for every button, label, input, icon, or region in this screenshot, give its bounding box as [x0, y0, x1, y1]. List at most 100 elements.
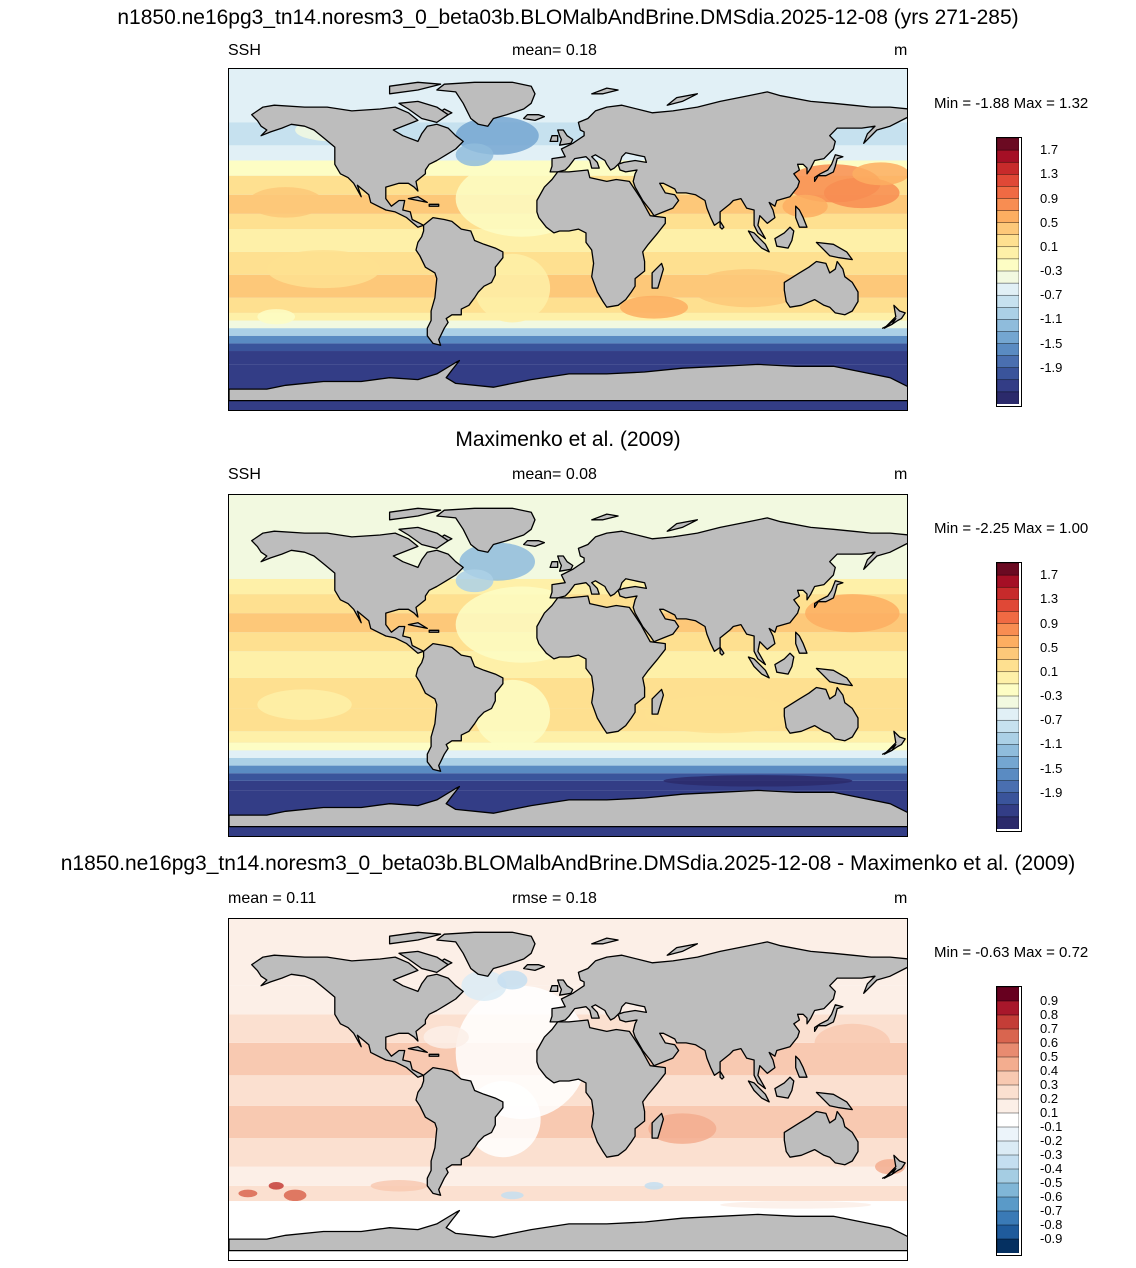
- ssh-anomaly-3: [497, 970, 528, 990]
- colorbar-tick-label: 0.9: [1040, 190, 1059, 206]
- panel2-variable: SSH: [228, 466, 261, 483]
- colorbar-swatch-9: [997, 671, 1019, 685]
- land-baffin: [398, 526, 449, 550]
- land-africa: [536, 595, 666, 734]
- colorbar-swatch-13: [997, 294, 1019, 308]
- colorbar-swatch-21: [997, 816, 1019, 829]
- land-sumatra: [747, 230, 770, 253]
- colorbar-swatch-15: [997, 1196, 1019, 1212]
- colorbar-tick-label: -0.7: [1040, 712, 1063, 728]
- land-svalbard: [591, 937, 619, 945]
- colorbar-swatch-16: [997, 756, 1019, 770]
- ssh-band-3: [229, 335, 907, 344]
- colorbar-swatch-7: [997, 222, 1019, 236]
- colorbar-swatch-18: [997, 355, 1019, 369]
- land-cuba: [407, 196, 428, 204]
- land-south-america: [415, 642, 504, 772]
- land-ireland: [549, 985, 559, 993]
- ssh-anomaly-4: [805, 594, 900, 633]
- colorbar-tick-label: -1.5: [1040, 335, 1063, 351]
- ssh-band-9: [229, 251, 907, 275]
- colorbar-swatch-18: [997, 780, 1019, 794]
- colorbar-swatch-10: [997, 683, 1019, 697]
- land-greenland: [436, 81, 536, 127]
- land-novaya-zemlya: [666, 519, 699, 532]
- panel1-mean: mean= 0.18: [512, 42, 597, 59]
- ssh-band-5: [229, 320, 907, 329]
- land-sri-lanka: [719, 1070, 725, 1080]
- panel2-mean: mean= 0.08: [512, 466, 597, 483]
- ssh-anomaly-11: [620, 295, 688, 319]
- panel1-variable: SSH: [228, 42, 261, 59]
- panel3-minmax: Min = -0.63 Max = 0.72: [934, 944, 1089, 961]
- ssh-anomaly-7: [782, 194, 828, 218]
- colorbar-tick-label: 1.7: [1040, 567, 1059, 583]
- ssh-band-3: [229, 765, 907, 774]
- ssh-band-6: [229, 742, 907, 751]
- ssh-band-1: [229, 780, 907, 791]
- colorbar-swatch-20: [997, 379, 1019, 393]
- land-philippines: [795, 1055, 808, 1078]
- colorbar-swatch-15: [997, 744, 1019, 758]
- colorbar-swatch-13: [997, 719, 1019, 733]
- land-philippines: [795, 205, 808, 228]
- panel1-minmax: Min = -1.88 Max = 1.32: [934, 95, 1089, 112]
- colorbar-swatch-4: [997, 186, 1019, 200]
- land-japan: [813, 154, 844, 183]
- land-baffin: [398, 100, 449, 124]
- ssh-anomaly-2: [461, 970, 507, 1001]
- ssh-anomaly-1: [455, 143, 494, 167]
- colorbar-swatch-17: [997, 1224, 1019, 1240]
- colorbar-swatch-4: [997, 1042, 1019, 1058]
- colorbar-swatch-17: [997, 343, 1019, 357]
- land-novaya-zemlya: [666, 93, 699, 106]
- land-north-america: [251, 954, 464, 1078]
- colorbar-tick-label: 0.6: [1040, 1035, 1059, 1050]
- land-sri-lanka: [719, 220, 725, 230]
- panel3-rmse: rmse = 0.18: [512, 890, 597, 907]
- map-svg: [229, 495, 907, 836]
- land-madagascar: [651, 688, 665, 715]
- colorbar-swatch-7: [997, 647, 1019, 661]
- panel2-map: [228, 494, 908, 837]
- colorbar-swatch-2: [997, 161, 1019, 175]
- colorbar-swatch-7: [997, 1084, 1019, 1100]
- colorbar-swatch-3: [997, 599, 1019, 613]
- land-ireland: [549, 561, 559, 569]
- land-north-america: [251, 104, 464, 228]
- colorbar-tick-label: 0.5: [1040, 1049, 1059, 1064]
- colorbar-swatch-14: [997, 1182, 1019, 1198]
- land-new-zealand-south: [881, 1167, 897, 1179]
- colorbar-tick-label: 0.1: [1040, 238, 1059, 254]
- colorbar-swatch-18: [997, 1238, 1019, 1253]
- ssh-anomaly-14: [720, 1201, 872, 1209]
- main-title: n1850.ne16pg3_tn14.noresm3_0_beta03b.BLO…: [117, 6, 1019, 29]
- land-hispaniola: [428, 203, 440, 207]
- colorbar-swatch-5: [997, 623, 1019, 637]
- land-great-britain: [557, 129, 574, 146]
- colorbar-swatch-2: [997, 586, 1019, 600]
- colorbar-swatch-10: [997, 1126, 1019, 1142]
- ssh-anomaly-5: [283, 1189, 307, 1202]
- colorbar-tick-label: -1.5: [1040, 760, 1063, 776]
- land-new-guinea: [815, 667, 853, 687]
- land-new-guinea: [815, 1091, 853, 1111]
- ssh-band-6: [229, 312, 907, 321]
- colorbar-tick-label: -1.9: [1040, 359, 1063, 375]
- colorbar-swatch-21: [997, 391, 1019, 404]
- colorbar-swatch-5: [997, 198, 1019, 212]
- panel2-colorbar: [996, 562, 1022, 832]
- land-new-zealand-south: [881, 317, 897, 329]
- land-africa: [536, 169, 666, 308]
- colorbar-tick-label: -0.3: [1040, 688, 1063, 703]
- panel3-map: [228, 918, 908, 1261]
- panel1-map: [228, 68, 908, 411]
- colorbar-tick-label: -0.8: [1040, 1217, 1063, 1232]
- land-australia: [783, 686, 859, 742]
- ssh-anomaly-5: [644, 695, 796, 734]
- colorbar-tick-label: 1.7: [1040, 142, 1059, 158]
- land-cuba: [407, 622, 428, 630]
- colorbar-tick-label: 0.9: [1040, 993, 1059, 1008]
- colorbar-tick-label: 0.8: [1040, 1007, 1059, 1022]
- colorbar-swatch-12: [997, 1154, 1019, 1170]
